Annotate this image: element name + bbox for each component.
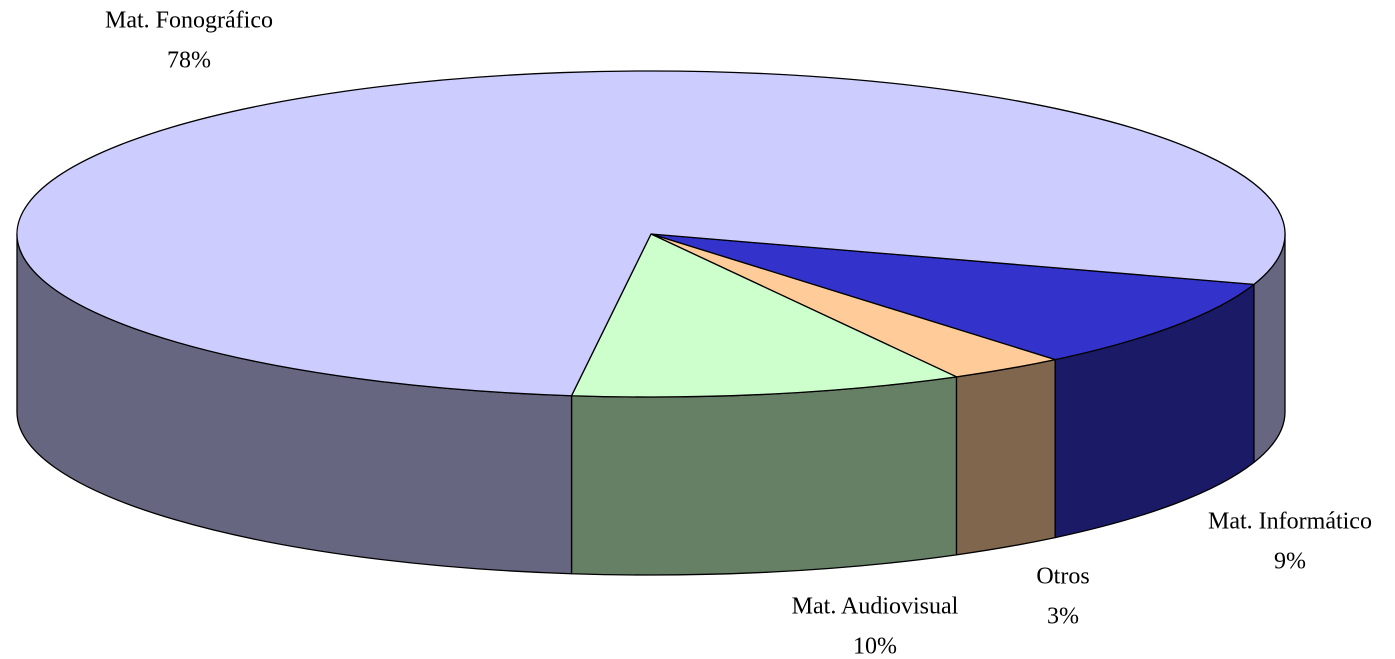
value-label: 3% [1047, 604, 1079, 630]
value-label: 78% [167, 48, 211, 74]
slice-label: Mat. Audiovisual [792, 594, 959, 620]
slice-label: Otros [1036, 564, 1089, 590]
value-label: 9% [1274, 549, 1306, 575]
pie-slice [570, 233, 958, 398]
pie-slice [650, 233, 1255, 361]
slice-label: Mat. Fonográfico [105, 8, 273, 34]
pie-slice [16, 70, 1286, 397]
pie-side [955, 358, 1056, 556]
value-label: 10% [853, 634, 897, 659]
slice-label: Mat. Informático [1208, 509, 1372, 535]
pie-side [570, 376, 958, 576]
